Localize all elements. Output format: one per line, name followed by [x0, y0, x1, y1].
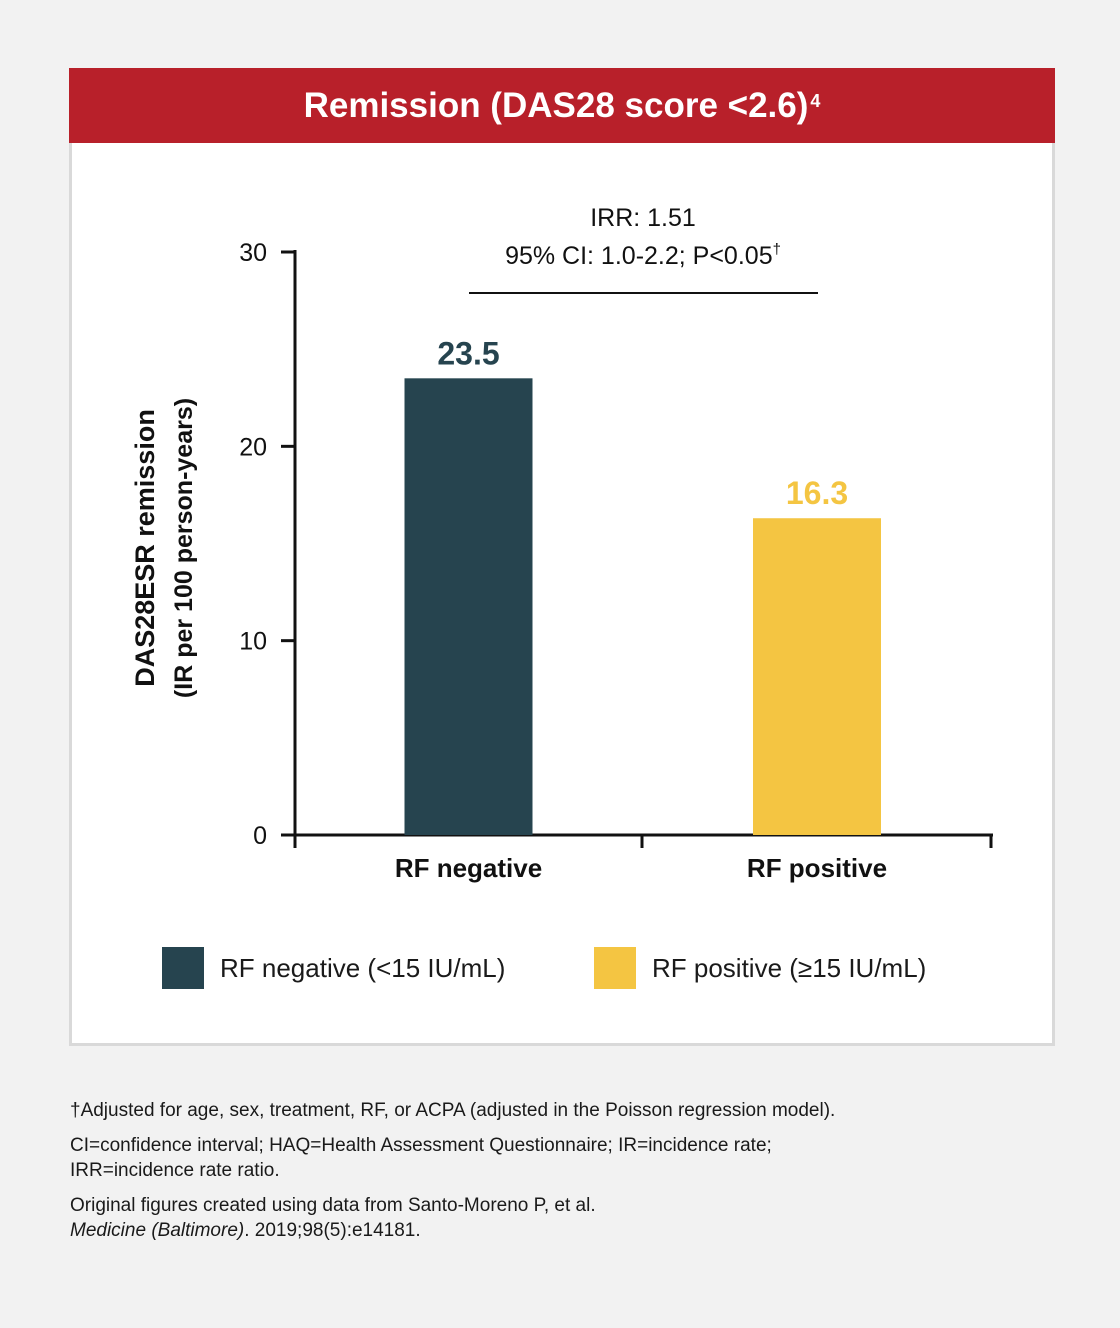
y-axis-label-line1: DAS28ESR remission	[130, 409, 160, 687]
legend-swatch-negative	[162, 947, 204, 989]
footnote-source-line1: Original figures created using data from…	[70, 1195, 596, 1216]
title-reference: 4	[810, 91, 821, 111]
chart-header: Remission (DAS28 score <2.6) 4	[69, 68, 1055, 143]
y-tick-label: 20	[239, 433, 267, 461]
legend-label-positive: RF positive (≥15 IU/mL)	[652, 952, 927, 983]
legend-item-negative: RF negative (<15 IU/mL)	[162, 947, 505, 989]
y-tick-label: 30	[239, 239, 267, 267]
chart-title: Remission (DAS28 score <2.6)	[303, 85, 809, 125]
footnote-abbrev-line2: IRR=incidence rate ratio.	[70, 1160, 280, 1181]
footnote-source-citation: . 2019;98(5):e14181.	[244, 1220, 421, 1241]
footnote-abbreviations: CI=confidence interval; HAQ=Health Asses…	[70, 1133, 1070, 1183]
chart-card	[69, 68, 1055, 1046]
irr-annotation: IRR: 1.51	[590, 204, 696, 232]
bar-value-label: 16.3	[786, 475, 848, 511]
ci-annotation: 95% CI: 1.0-2.2; P<0.05†	[505, 241, 781, 270]
legend-swatch-positive	[594, 947, 636, 989]
x-category-label: RF positive	[747, 853, 887, 883]
ci-annotation-text: 95% CI: 1.0-2.2; P<0.05	[505, 242, 773, 270]
bar-rf-negative	[404, 378, 533, 835]
legend-label-negative: RF negative (<15 IU/mL)	[220, 952, 506, 983]
ci-annotation-dagger: †	[773, 241, 781, 258]
bar-value-label: 23.5	[437, 335, 499, 371]
footnote-abbrev-line1: CI=confidence interval; HAQ=Health Asses…	[70, 1135, 772, 1156]
legend-item-positive: RF positive (≥15 IU/mL)	[594, 947, 926, 989]
footnote-source-journal: Medicine (Baltimore)	[70, 1220, 245, 1241]
y-tick-label: 0	[253, 822, 267, 850]
y-tick-label: 10	[239, 628, 267, 656]
footnote-adjusted: †Adjusted for age, sex, treatment, RF, o…	[70, 1100, 836, 1121]
footnotes: †Adjusted for age, sex, treatment, RF, o…	[70, 1098, 1070, 1253]
footnote-source: Original figures created using data from…	[70, 1193, 1070, 1243]
y-axis-label-line2: (IR per 100 person-years)	[170, 398, 198, 698]
x-category-label: RF negative	[395, 853, 542, 883]
bar-rf-positive	[753, 518, 881, 835]
